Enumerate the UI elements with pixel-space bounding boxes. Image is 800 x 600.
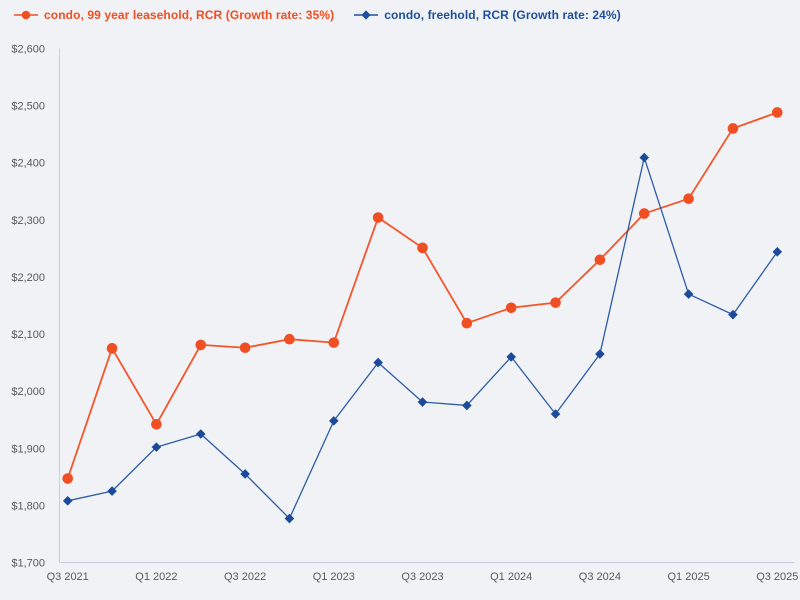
data-point-s0-12[interactable] bbox=[594, 254, 606, 266]
chart-legend: condo, 99 year leasehold, RCR (Growth ra… bbox=[14, 8, 621, 22]
data-point-s0-3[interactable] bbox=[195, 339, 207, 351]
x-axis-tick-label: Q3 2022 bbox=[224, 571, 266, 583]
data-point-s1-8[interactable] bbox=[417, 397, 428, 407]
data-point-s0-1[interactable] bbox=[106, 343, 118, 354]
data-point-s1-6[interactable] bbox=[329, 416, 339, 426]
data-point-s1-0[interactable] bbox=[62, 496, 73, 506]
data-point-s1-1[interactable] bbox=[107, 486, 117, 496]
data-point-s1-4[interactable] bbox=[240, 469, 250, 479]
data-point-s1-5[interactable] bbox=[284, 513, 295, 524]
x-axis-tick-label: Q3 2021 bbox=[47, 571, 89, 583]
data-point-s0-16[interactable] bbox=[772, 107, 783, 118]
legend-diamond-marker-icon bbox=[354, 9, 379, 21]
data-point-s0-0[interactable] bbox=[62, 473, 73, 484]
axis-lines bbox=[59, 48, 794, 563]
data-point-s0-15[interactable] bbox=[727, 123, 739, 134]
data-point-s1-16[interactable] bbox=[772, 247, 783, 257]
y-axis-tick-label: $1,900 bbox=[11, 443, 45, 455]
x-axis-tick-label: Q3 2025 bbox=[756, 571, 798, 583]
legend-item-freehold[interactable]: condo, freehold, RCR (Growth rate: 24%) bbox=[354, 8, 621, 22]
data-point-s0-14[interactable] bbox=[683, 193, 694, 205]
data-point-s1-13[interactable] bbox=[639, 152, 650, 163]
y-axis-tick-label: $1,800 bbox=[11, 500, 45, 512]
x-axis-tick-label: Q1 2024 bbox=[490, 571, 532, 583]
y-axis-tick-label: $2,400 bbox=[11, 158, 45, 170]
y-axis-tick-label: $2,200 bbox=[11, 272, 45, 284]
data-point-s1-11[interactable] bbox=[550, 409, 561, 419]
data-point-s0-11[interactable] bbox=[550, 297, 561, 308]
y-axis-tick-label: $2,000 bbox=[11, 386, 45, 398]
series-line-1 bbox=[67, 156, 778, 520]
data-point-s0-5[interactable] bbox=[284, 333, 295, 345]
y-axis-tick-label: $2,500 bbox=[11, 101, 45, 113]
data-point-s1-15[interactable] bbox=[728, 309, 738, 320]
data-point-s1-10[interactable] bbox=[506, 352, 516, 362]
y-axis-tick-label: $2,100 bbox=[11, 329, 45, 341]
y-axis-tick-label: $2,300 bbox=[11, 215, 45, 227]
y-axis-tick-label: $1,700 bbox=[11, 558, 45, 570]
x-axis-tick-label: Q1 2023 bbox=[313, 571, 355, 583]
data-point-s0-2[interactable] bbox=[151, 418, 162, 430]
legend-label-freehold: condo, freehold, RCR (Growth rate: 24%) bbox=[384, 8, 621, 22]
data-point-s0-4[interactable] bbox=[239, 342, 251, 354]
data-point-s0-8[interactable] bbox=[417, 242, 428, 254]
legend-circle-marker-icon bbox=[14, 9, 38, 21]
data-point-s1-3[interactable] bbox=[195, 429, 206, 439]
data-point-s0-6[interactable] bbox=[328, 337, 340, 348]
data-point-s0-13[interactable] bbox=[638, 208, 650, 219]
data-point-s0-10[interactable] bbox=[505, 302, 517, 314]
data-point-s0-7[interactable] bbox=[372, 212, 384, 223]
data-point-s1-9[interactable] bbox=[462, 400, 472, 411]
y-axis-tick-label: $2,600 bbox=[11, 44, 45, 56]
data-point-s1-7[interactable] bbox=[373, 357, 383, 368]
data-point-s1-12[interactable] bbox=[595, 349, 605, 359]
data-point-s1-14[interactable] bbox=[683, 289, 694, 299]
legend-label-leasehold: condo, 99 year leasehold, RCR (Growth ra… bbox=[44, 8, 335, 22]
x-axis-tick-label: Q3 2024 bbox=[579, 571, 621, 583]
x-axis-tick-label: Q3 2023 bbox=[401, 571, 443, 583]
data-point-s0-9[interactable] bbox=[461, 317, 473, 329]
x-axis-tick-label: Q1 2025 bbox=[667, 571, 709, 583]
data-point-s1-2[interactable] bbox=[151, 442, 162, 452]
x-axis-tick-label: Q1 2022 bbox=[135, 571, 177, 583]
series-line-0 bbox=[66, 111, 779, 480]
legend-item-leasehold[interactable]: condo, 99 year leasehold, RCR (Growth ra… bbox=[14, 8, 334, 22]
